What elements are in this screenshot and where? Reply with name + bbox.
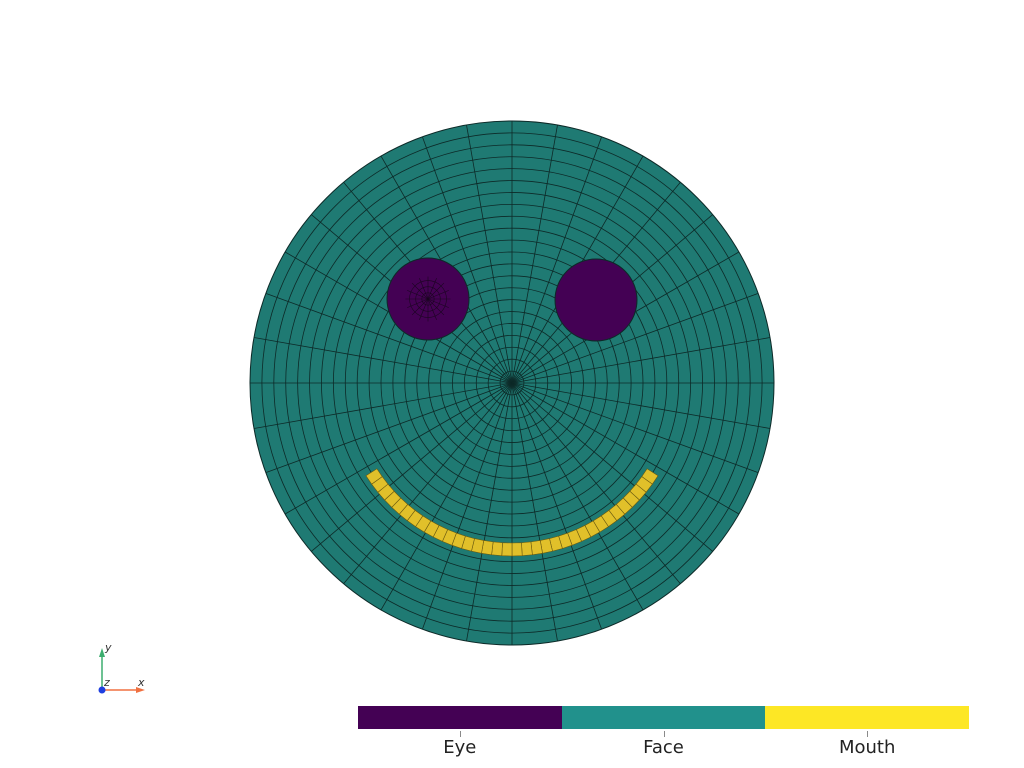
eye-mesh-spoke — [411, 298, 429, 316]
mouth-cell — [501, 542, 513, 557]
eye-mesh-spoke — [427, 278, 437, 300]
mesh-spoke — [422, 382, 513, 630]
mesh-spoke — [511, 382, 759, 473]
right-eye-region — [554, 258, 638, 342]
scalar-bar-tick-face — [663, 731, 665, 737]
eye-mesh-spoke — [419, 298, 429, 320]
eye-mesh-lines — [405, 276, 451, 322]
mesh-spoke — [265, 382, 513, 473]
z-axis-dot — [98, 686, 106, 694]
scalar-bar-segment-eye — [358, 706, 562, 729]
eye-mesh-spoke — [427, 298, 437, 320]
mesh-spoke — [284, 382, 513, 515]
mesh-spoke — [511, 382, 644, 611]
eye-mesh-spoke — [419, 278, 429, 300]
scalar-bar-tick-eye — [459, 731, 461, 737]
mesh-spoke — [511, 382, 681, 584]
y-axis-label: y — [104, 641, 112, 654]
scalar-bar-segment-mouth — [765, 706, 970, 729]
mouth-region — [365, 468, 659, 557]
eye-mesh-spoke — [427, 298, 449, 308]
scalar-bar-segment-face — [561, 706, 766, 729]
mouth-cell — [511, 542, 523, 557]
y-axis-arrow — [99, 648, 105, 657]
eye-mesh-spoke — [407, 290, 429, 300]
scalar-bar-label-eye: Eye — [443, 737, 477, 758]
mesh-spoke — [511, 293, 759, 384]
mesh-spoke — [511, 136, 602, 384]
mesh-spoke — [511, 124, 558, 384]
mouth-cell — [530, 540, 543, 556]
eye-mesh-spoke — [427, 290, 449, 300]
mesh-spoke — [253, 382, 513, 429]
eye-mesh-spoke — [407, 298, 429, 308]
mesh-spoke — [311, 382, 513, 552]
scalar-bar-tick-mouth — [867, 731, 869, 737]
face-mesh — [249, 120, 775, 646]
mesh-spoke — [422, 136, 513, 384]
mesh-spoke — [466, 124, 513, 384]
mesh-spoke — [511, 382, 713, 552]
mesh-spoke — [511, 382, 558, 642]
scalar-bar-label-mouth: Mouth — [838, 737, 896, 758]
eye-mesh-spoke — [427, 298, 445, 316]
x-axis-arrow — [136, 687, 145, 693]
mouth-cell — [521, 541, 533, 557]
scalar-bar-label-face: Face — [643, 737, 684, 758]
mesh-spoke — [380, 382, 513, 611]
z-axis-label: z — [103, 676, 110, 689]
scalar-bar — [358, 706, 970, 729]
mesh-spoke — [466, 382, 513, 642]
mesh-spoke — [253, 337, 513, 384]
eye-mesh-spoke — [427, 282, 445, 300]
x-axis-label: x — [137, 676, 145, 689]
mesh-spoke — [265, 293, 513, 384]
mesh-spoke — [511, 382, 740, 515]
mesh-spoke — [511, 382, 771, 429]
mouth-cell — [491, 541, 503, 557]
orientation-axes: y z x — [98, 641, 145, 694]
mesh-grid-lines — [250, 121, 774, 645]
mesh-spoke — [511, 337, 771, 384]
mesh-spoke — [343, 382, 513, 584]
mesh-spoke — [511, 382, 602, 630]
mouth-cell — [365, 468, 383, 485]
eye-mesh-spoke — [411, 282, 429, 300]
